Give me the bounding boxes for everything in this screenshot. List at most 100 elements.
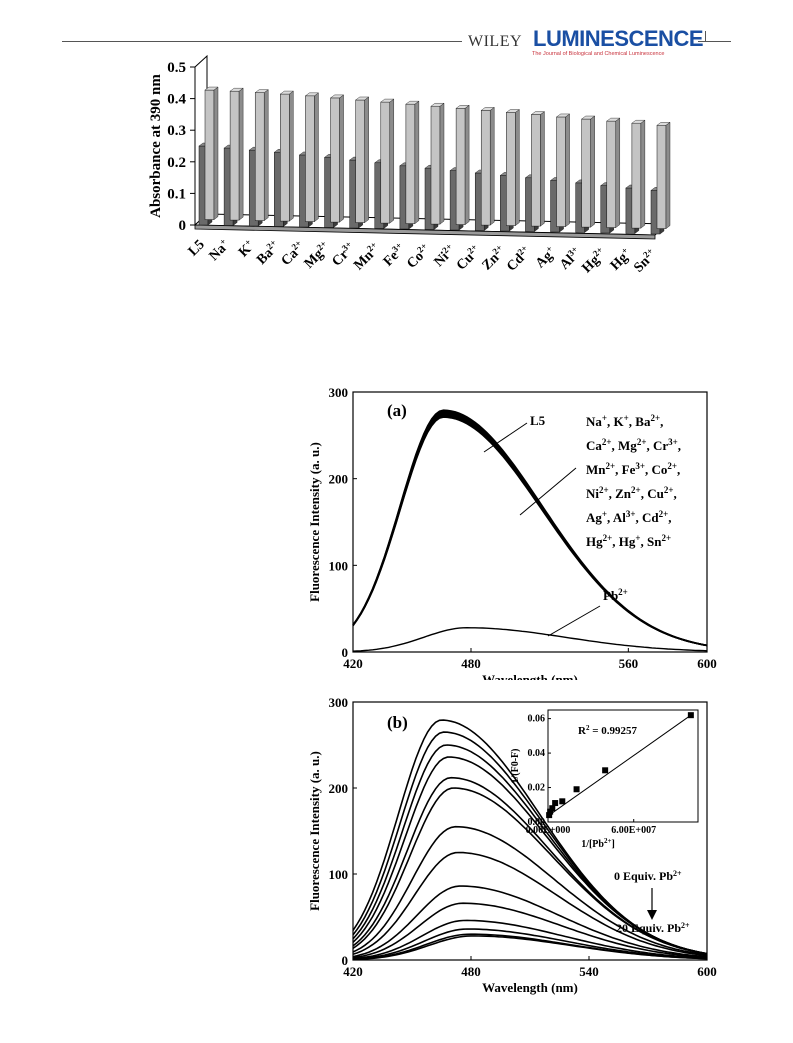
bar-top [505,109,520,113]
y-tick-label: 0.3 [167,123,186,139]
x-tick-label: Hg2+ [578,245,609,276]
fluorescence-panel-b: 420 480 540 600 0 100 200 300 Wavelength (nm) Flu… [307,695,717,995]
x-axis-title: Wavelength (nm) [482,672,578,680]
ion-text: + [602,509,607,519]
inset-r2-label: R2 = 0.99257 [578,724,637,737]
axis-text: 1/[Pb [581,839,604,850]
category-charge: + [544,244,555,255]
bar-side [615,117,620,229]
ion-text: + [624,413,629,423]
ion-list-line: Ag+, Al3+, Cd2+, [586,509,671,525]
category-charge: + [217,236,228,247]
spectrum-line [352,935,708,961]
axis-sup: 2+ [604,837,612,845]
ion-text: , Cu [641,486,664,501]
bar [355,99,365,223]
journal-title: LUMINESCENCE [533,26,704,51]
y-tick-label: 300 [329,385,349,400]
ion-text: Pb [603,588,618,603]
ion-list-line: Hg2+, Hg+, Sn2+ [586,533,671,549]
trend-arrow-head [647,910,657,920]
fluorescence-panel-a: 420 480 560 600 0 100 200 300 Wavelength (nm) Flu… [307,385,717,680]
bar-top [304,92,320,97]
bar-side [364,96,369,224]
ion-list-line: Mn2+, Fe3+, Co2+, [586,461,680,477]
ion-text: , K [607,414,625,429]
x-tick-label: 420 [343,656,363,671]
ion-text: Na [586,414,602,429]
r2-text: R [578,725,587,737]
inset-data-point [573,786,580,793]
y-tick-label: 0.4 [167,92,186,108]
x-tick-label: Ni2+ [430,241,459,270]
ion-text: 2+ [637,437,647,447]
x-tick-label: Cd2+ [503,243,534,274]
bar [581,118,591,228]
bar [631,122,642,229]
ion-text: 2+ [662,533,672,543]
ion-text: + [602,413,607,423]
plot-frame [352,701,708,961]
bar-side [464,104,470,226]
leader-line [547,605,601,637]
bar-side [439,102,445,225]
ion-text: , Zn [609,486,632,501]
inset-y-tick-label: 0.04 [528,748,546,759]
ion-text: Ag [586,510,602,525]
spectrum-line [352,626,708,652]
inset-data-point [602,767,609,774]
bar-side [540,111,545,227]
panel-label: (b) [387,713,408,732]
r2-value: = 0.99257 [589,725,637,737]
x-tick-label: 600 [697,964,717,979]
ion-charge: 2+ [618,587,628,597]
ion-text: , [673,486,676,501]
bar [455,108,466,225]
bar [430,105,441,225]
bar-side [565,113,570,228]
inset-x-tick-label: 6.00E+007 [611,825,656,836]
annotation-end: 20 Equiv. Pb2+ [616,921,690,936]
inset-y-tick-label: 0.06 [528,714,546,725]
y-tick-label: 200 [329,781,349,796]
bar-side [515,109,520,227]
ion-text: 2+ [602,437,612,447]
x-tick-label: Co2+ [403,241,434,272]
ion-text: , Al [607,510,626,525]
spectrum-line [352,787,708,955]
x-tick-label: Sn2+ [630,246,660,276]
x-tick-label: 560 [619,656,639,671]
bar [280,93,290,222]
ion-text: + [635,533,640,543]
inset-data-point [559,798,566,805]
ion-text: 3+ [668,437,678,447]
ion-text: Hg [586,534,603,549]
bar [405,103,416,224]
leader-line [483,422,528,453]
inset-x-axis-title: 1/[Pb2+] [581,837,615,850]
panel-label: (a) [387,401,407,420]
bar [606,120,617,228]
ion-text: , Cd [635,510,659,525]
header-page-bar [705,31,706,41]
inset-y-tick-label: 0.02 [528,783,546,794]
spectrum-line [352,902,708,959]
bar-top [229,87,244,92]
header-background [462,30,698,54]
ion-list-line: Ni2+, Zn2+, Cu2+, [586,485,677,501]
header-rule [62,41,731,42]
bar-top [555,113,571,118]
ion-text: 2+ [606,461,616,471]
ion-text: Ni [586,486,599,501]
ion-text: Ca [586,438,602,453]
floor-edge [194,224,656,240]
bar-side [264,89,269,222]
y-tick-label: 0.1 [167,186,186,202]
bar-side [640,119,646,229]
bar-side [590,115,595,228]
x-tick-label: Cu2+ [453,242,484,273]
annotation-text: 20 Equiv. Pb [616,921,681,935]
axis-text: ] [611,839,614,850]
bar-top [279,90,294,95]
y-axis-title: Fluorescence Intensity (a. u.) [307,751,322,911]
